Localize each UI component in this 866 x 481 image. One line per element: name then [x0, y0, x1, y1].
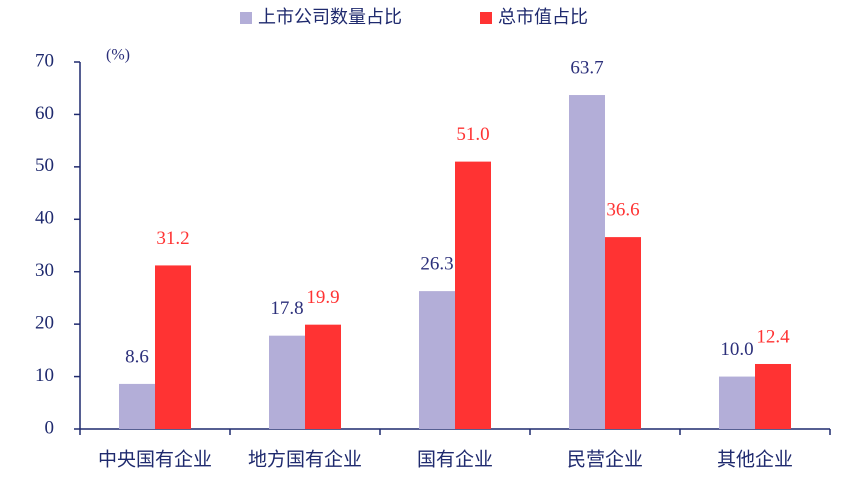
y-tick-label: 40 [35, 208, 54, 229]
value-label: 36.6 [606, 199, 639, 220]
y-axis-label: (%) [106, 47, 130, 64]
value-label: 51.0 [456, 124, 489, 145]
bar [605, 237, 641, 429]
y-tick-label: 70 [35, 50, 54, 71]
legend-swatch [240, 12, 252, 24]
value-label: 26.3 [420, 253, 453, 274]
value-label: 63.7 [570, 57, 603, 78]
bar [719, 376, 755, 429]
y-tick-label: 50 [35, 155, 54, 176]
bar [419, 291, 455, 429]
legend-label: 上市公司数量占比 [258, 7, 402, 27]
y-tick-label: 10 [35, 365, 54, 386]
bar [455, 161, 491, 429]
x-tick-label: 国有企业 [417, 448, 493, 470]
legend-swatch [480, 12, 492, 24]
bar [305, 324, 341, 429]
x-tick-label: 其他企业 [717, 448, 793, 470]
y-tick-label: 60 [35, 103, 54, 124]
bar [269, 335, 305, 429]
y-tick-label: 30 [35, 260, 54, 281]
bar [755, 363, 791, 429]
x-tick-label: 中央国有企业 [98, 448, 212, 470]
value-label: 10.0 [720, 339, 753, 360]
bar [119, 383, 155, 429]
x-tick-label: 民营企业 [567, 448, 643, 470]
value-label: 19.9 [306, 287, 339, 308]
legend-label: 总市值占比 [498, 7, 588, 27]
value-label: 8.6 [125, 346, 149, 367]
x-tick-label: 地方国有企业 [248, 448, 362, 470]
value-label: 17.8 [270, 298, 303, 319]
value-label: 12.4 [756, 326, 790, 347]
y-tick-label: 0 [45, 417, 55, 438]
value-label: 31.2 [156, 228, 189, 249]
bar [569, 95, 605, 429]
bar [155, 265, 191, 429]
y-tick-label: 20 [35, 313, 54, 334]
